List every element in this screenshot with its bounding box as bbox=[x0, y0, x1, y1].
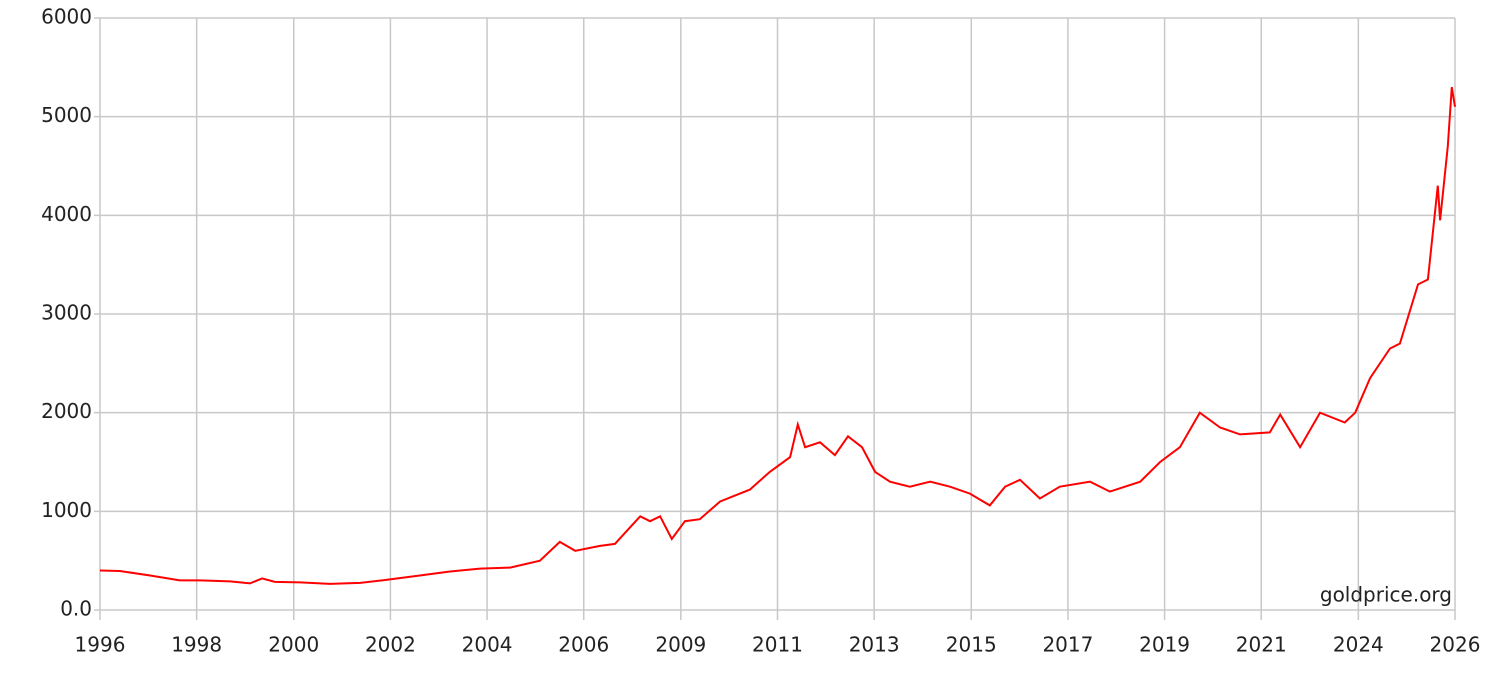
x-tick-label: 1998 bbox=[171, 633, 222, 657]
y-tick-label: 1000 bbox=[41, 498, 92, 522]
x-tick-label: 2002 bbox=[365, 633, 416, 657]
x-tick-label: 2004 bbox=[462, 633, 513, 657]
plot: 0.0 1000 2000 3000 4000 5000 6000 1996 1998 2000 2… bbox=[41, 5, 1480, 657]
x-tick-label: 2017 bbox=[1042, 633, 1093, 657]
y-tick-label: 0.0 bbox=[60, 597, 92, 621]
x-tick-label: 2021 bbox=[1236, 633, 1287, 657]
x-tick-label: 2006 bbox=[558, 633, 609, 657]
y-tick-label: 5000 bbox=[41, 103, 92, 127]
x-tick-label: 2024 bbox=[1333, 633, 1384, 657]
x-tick-label: 2000 bbox=[268, 633, 319, 657]
y-tick-label: 4000 bbox=[41, 202, 92, 226]
x-tick-label: 2019 bbox=[1139, 633, 1190, 657]
y-tick-label: 6000 bbox=[41, 5, 92, 29]
x-tick-label: 2009 bbox=[655, 633, 706, 657]
data-line bbox=[99, 86, 1456, 585]
y-tick-label: 3000 bbox=[41, 301, 92, 325]
x-tick-label: 2026 bbox=[1430, 633, 1481, 657]
x-tick-label: 1996 bbox=[75, 633, 126, 657]
x-tick-label: 2015 bbox=[946, 633, 997, 657]
watermark: goldprice.org bbox=[1320, 583, 1452, 607]
x-tick-label: 2013 bbox=[849, 633, 900, 657]
y-tick-label: 2000 bbox=[41, 399, 92, 423]
x-tick-label: 2011 bbox=[752, 633, 803, 657]
